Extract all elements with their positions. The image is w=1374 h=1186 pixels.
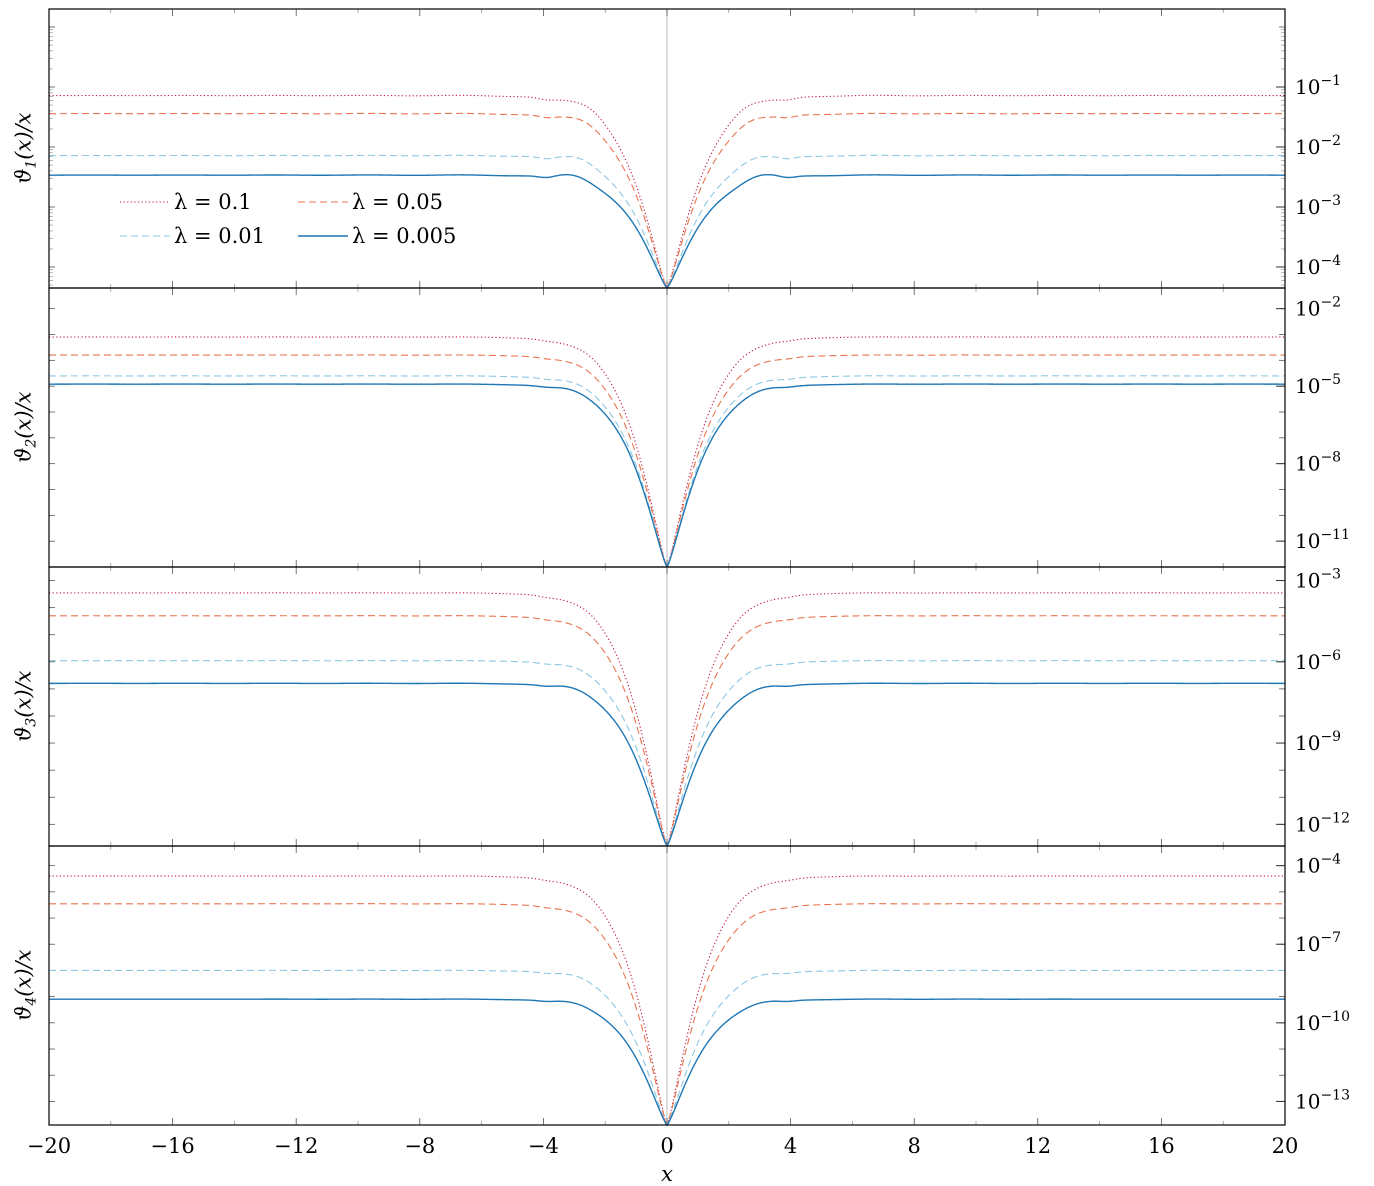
panel-4-ylabel: ϑ4(x)/x [11, 949, 41, 1022]
panel-2-ylabel: ϑ2(x)/x [11, 391, 41, 464]
x-tick-label: 4 [784, 1134, 797, 1158]
x-tick-label: 0 [660, 1134, 673, 1158]
x-tick-label: −8 [404, 1134, 435, 1158]
x-tick-label: −12 [274, 1134, 318, 1158]
legend: λ = 0.1 λ = 0.05 λ = 0.01 λ = 0.005 [120, 190, 456, 248]
x-tick-label: 20 [1272, 1134, 1299, 1158]
x-tick-label: 16 [1148, 1134, 1175, 1158]
x-tick-label: 8 [908, 1134, 921, 1158]
panel-3: 10−3 10−6 10−9 10−12 [48, 566, 1350, 848]
y-tick-label: 10−4 [1295, 852, 1341, 878]
legend-label: λ = 0.005 [352, 224, 456, 248]
y-tick-label: 10−3 [1295, 193, 1341, 219]
series-line-0.01 [49, 660, 1285, 848]
y-tick-label: 10−10 [1295, 1009, 1350, 1035]
y-tick-label: 10−13 [1295, 1087, 1350, 1113]
panel-4: 10−4 10−7 10−10 10−13 [48, 845, 1350, 1127]
y-tick-label: 10−12 [1295, 810, 1350, 836]
series-line-0.1 [49, 875, 1285, 1127]
y-tick-label: 10−6 [1295, 648, 1341, 674]
x-tick-label: −4 [528, 1134, 559, 1158]
x-tick-label: −20 [27, 1134, 71, 1158]
y-tick-label: 10−1 [1295, 73, 1341, 99]
panel-3-ylabel: ϑ3(x)/x [11, 670, 41, 743]
y-tick-label: 10−8 [1295, 450, 1341, 476]
legend-label: λ = 0.01 [174, 224, 265, 248]
y-tick-label: 10−7 [1295, 930, 1341, 956]
y-tick-label: 10−4 [1295, 253, 1341, 279]
y-tick-label: 10−9 [1295, 729, 1341, 755]
x-tick-label: 12 [1024, 1134, 1051, 1158]
legend-label: λ = 0.1 [174, 190, 252, 214]
panel-1-ylabel: ϑ1(x)/x [11, 112, 41, 185]
series-line-0.1 [49, 94, 1285, 290]
y-tick-label: 10−2 [1295, 133, 1341, 159]
y-tick-label: 10−2 [1295, 295, 1341, 321]
x-tick-label: −16 [150, 1134, 194, 1158]
panel-frame [48, 845, 1286, 1126]
y-tick-label: 10−11 [1295, 527, 1350, 553]
legend-label: λ = 0.05 [352, 190, 443, 214]
series-line-0.05 [49, 112, 1285, 290]
y-tick-label: 10−5 [1295, 372, 1341, 398]
x-axis-label: x [661, 1162, 673, 1186]
y-tick-label: 10−3 [1295, 567, 1341, 593]
panel-2: 10−2 10−5 10−8 10−11 [48, 287, 1350, 569]
